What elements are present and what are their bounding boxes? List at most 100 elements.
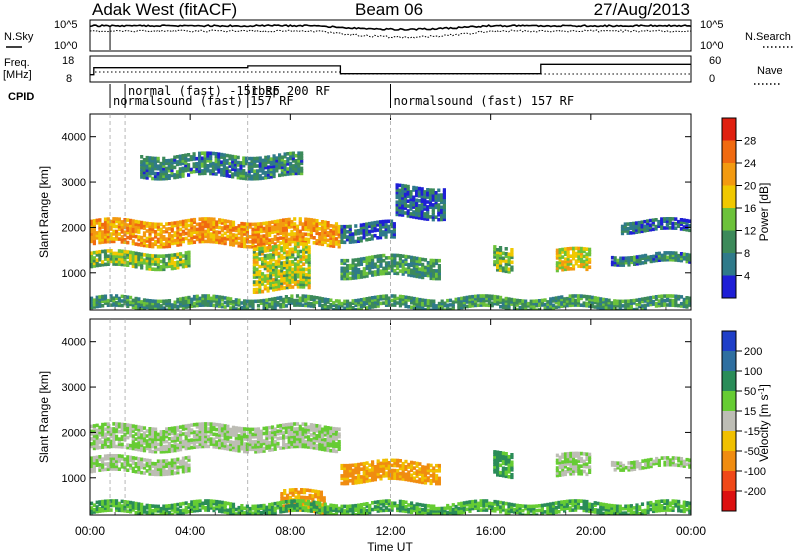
power-cell [272,255,276,259]
power-cell [326,226,330,230]
power-cell [265,228,269,233]
power-cell [351,258,355,263]
power-cell [285,285,289,290]
power-cell [437,301,441,306]
power-cell [340,230,344,234]
power-cell [410,263,414,267]
velocity-cell [320,427,325,432]
velocity-cell [201,439,205,444]
power-cell [563,262,567,267]
power-cell [277,254,281,258]
velocity-cell [262,439,266,443]
power-cell [566,257,570,261]
power-cell [236,170,240,175]
velocity-cell [123,462,127,467]
velocity-cell [90,444,94,449]
power-cell [429,271,433,275]
power-cell [404,297,408,302]
power-cell [167,232,172,236]
velocity-cell [312,441,316,445]
power-cell [126,255,130,260]
power-cell [159,227,163,232]
velocity-cell [270,437,275,442]
power-cell [201,301,205,305]
power-cell [103,230,108,234]
velocity-cell [401,469,405,474]
power-cell [499,300,503,304]
power-cell [549,306,553,310]
power-cell [626,226,630,231]
power-cell [373,295,377,300]
power-cell [638,300,642,304]
power-cell [283,160,287,164]
power-cell [641,254,645,258]
power-cell [420,216,424,221]
power-cell [170,264,174,268]
power-cell [244,161,249,166]
power-cell [278,173,282,178]
power-cell [151,301,155,306]
power-cell [304,299,308,303]
power-cell [376,301,380,306]
power-cell [348,232,352,237]
power-cell [626,222,630,226]
power-cell [401,191,405,195]
velocity-cell [404,467,408,471]
velocity-cell [229,445,233,449]
power-cell [192,162,196,166]
velocity-cell [346,471,350,476]
power-cell [131,251,135,255]
power-cell [252,275,256,279]
power-cell [398,205,402,210]
velocity-cell [421,467,425,472]
power-cell [359,238,363,243]
power-cell [638,254,642,259]
power-cell [261,161,265,165]
velocity-cell [373,475,377,479]
velocity-cell [95,443,99,448]
power-cell [156,237,160,242]
velocity-cell [115,467,119,471]
power-cell [269,169,273,174]
power-cell [140,165,144,169]
velocity-cell [314,494,318,499]
power-cell [610,262,615,267]
velocity-cell [320,445,325,449]
power-cell [418,302,422,307]
velocity-cell [387,466,391,470]
power-cell [410,255,414,260]
power-cell [195,299,199,303]
power-cell [173,261,177,265]
power-cell [638,261,642,266]
velocity-cell [120,465,124,469]
power-cell [437,217,441,222]
velocity-cell [251,427,255,432]
power-cell [137,262,141,267]
velocity-cell [323,425,327,430]
velocity-cell [318,444,322,449]
velocity-cell [173,431,177,435]
power-cell [195,230,199,234]
power-cell [206,153,210,158]
power-cell [266,281,270,285]
power-cell [582,303,586,308]
power-cell [263,246,267,251]
velocity-cell [619,463,623,468]
power-cell [401,210,405,215]
power-cell [145,266,149,271]
cpid-entry-label: normal (fast) -151 RF [128,84,280,98]
velocity-cell [162,440,166,444]
power-cell [474,303,478,308]
power-cell [294,153,298,158]
power-cell [302,282,306,287]
power-cell [297,156,301,160]
power-cell [340,237,344,242]
power-cell [106,227,110,231]
power-cell [258,274,262,279]
velocity-cell [209,424,213,429]
power-cell [148,234,152,239]
power-cell [379,233,383,237]
velocity-cell [329,448,333,453]
velocity-cell [421,465,425,469]
velocity-cell [572,461,576,466]
